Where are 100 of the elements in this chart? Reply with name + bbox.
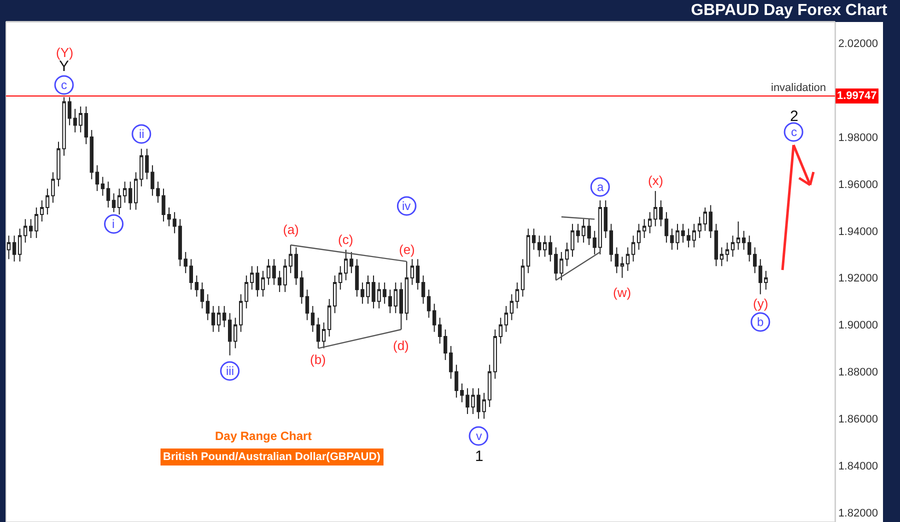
candlestick <box>388 289 392 314</box>
candlestick <box>95 164 100 192</box>
annotation: i <box>112 217 115 231</box>
candlestick <box>128 181 132 210</box>
annotation: b <box>757 315 764 329</box>
y-tick-label: 2.02000 <box>838 38 878 50</box>
candlestick <box>305 289 310 321</box>
candlestick <box>194 275 199 298</box>
candlestick <box>432 303 436 332</box>
candlestick <box>399 282 404 330</box>
candlestick <box>206 294 210 321</box>
candlestick <box>438 317 442 344</box>
annotation: (Y) <box>56 45 74 60</box>
candlestick <box>410 258 414 286</box>
candlestick <box>620 256 624 278</box>
candlestick <box>444 329 448 361</box>
candlestick <box>614 246 619 274</box>
annotation: (a) <box>283 222 299 237</box>
candlestick <box>394 282 398 314</box>
y-tick-label: 1.98000 <box>838 132 878 144</box>
candlestick <box>239 294 243 332</box>
candlestick <box>112 192 116 213</box>
candlestick <box>100 176 105 196</box>
candlestick <box>758 258 762 295</box>
candlestick <box>714 223 718 267</box>
y-tick-label: 1.92000 <box>838 272 878 285</box>
candlestick <box>84 106 88 145</box>
candlestick <box>78 106 82 133</box>
candlestick <box>12 235 16 262</box>
annotation: iv <box>402 199 411 213</box>
candlestick <box>654 190 658 227</box>
candlestick <box>493 329 497 380</box>
candlestick <box>631 235 636 262</box>
candlestick <box>742 230 746 250</box>
candlestick <box>416 258 420 290</box>
candlestick <box>703 206 707 232</box>
annotation: 2 <box>790 108 798 125</box>
candlestick <box>228 312 232 356</box>
annotation: 1 <box>475 448 484 465</box>
candlestick <box>753 246 757 274</box>
candlestick <box>515 282 520 309</box>
candlestick <box>216 306 221 332</box>
y-tick-label: 1.88000 <box>838 366 878 379</box>
candlestick <box>294 246 298 286</box>
candlestick <box>404 260 409 321</box>
candlestick <box>648 212 652 234</box>
annotation: v <box>476 429 482 443</box>
candlestick <box>504 306 508 332</box>
annotation: (x) <box>648 173 664 188</box>
candlestick <box>327 298 332 338</box>
y-tick-label: 1.94000 <box>838 226 878 238</box>
candlestick <box>211 306 216 332</box>
chart-title: GBPAUD Day Forex Chart <box>691 2 888 19</box>
annotation: invalidation <box>771 82 826 94</box>
candlestick <box>234 317 238 349</box>
annotation: (d) <box>393 338 409 353</box>
candlestick <box>532 228 536 250</box>
candlestick <box>498 317 502 344</box>
annotation: c <box>61 78 67 92</box>
candlestick <box>18 228 22 262</box>
annotation: British Pound/Australian Dollar(GBPAUD) <box>163 451 381 463</box>
candlestick <box>604 200 608 238</box>
ref-line-label: 1.99747 <box>837 90 877 102</box>
candlestick <box>316 317 320 349</box>
candlestick <box>29 218 33 238</box>
annotation: iii <box>226 364 234 378</box>
candlestick <box>708 204 712 238</box>
candlestick <box>421 275 426 304</box>
y-tick-label: 1.86000 <box>838 414 878 426</box>
candlestick <box>609 223 614 262</box>
candlestick <box>184 252 188 274</box>
candlestick <box>90 129 94 180</box>
y-tick-label: 1.96000 <box>838 178 878 191</box>
candlestick <box>23 218 28 244</box>
y-tick-label: 1.82000 <box>838 507 878 520</box>
candlestick <box>526 228 530 274</box>
y-tick-label: 1.84000 <box>838 460 878 473</box>
candlestick <box>537 235 542 258</box>
annotation: Y <box>59 58 70 75</box>
candlestick <box>189 258 193 290</box>
y-tick-label: 1.90000 <box>838 320 878 332</box>
candlestick <box>543 235 547 258</box>
candlestick <box>736 221 740 250</box>
candlestick <box>344 249 348 281</box>
candlestick <box>106 181 110 208</box>
candlestick <box>626 246 630 272</box>
candlestick <box>300 270 304 304</box>
annotation: (c) <box>338 232 354 247</box>
candlestick <box>288 244 292 274</box>
annotation: (w) <box>613 285 632 300</box>
candlestick <box>720 246 724 267</box>
annotation: c <box>791 125 797 139</box>
candlestick <box>6 235 11 260</box>
candlestick <box>310 306 315 332</box>
annotation: (y) <box>753 296 768 311</box>
candlestick <box>764 270 768 290</box>
candlestick <box>510 294 514 321</box>
candlestick <box>122 181 127 204</box>
candlestick <box>598 200 602 255</box>
candlestick <box>642 218 646 238</box>
